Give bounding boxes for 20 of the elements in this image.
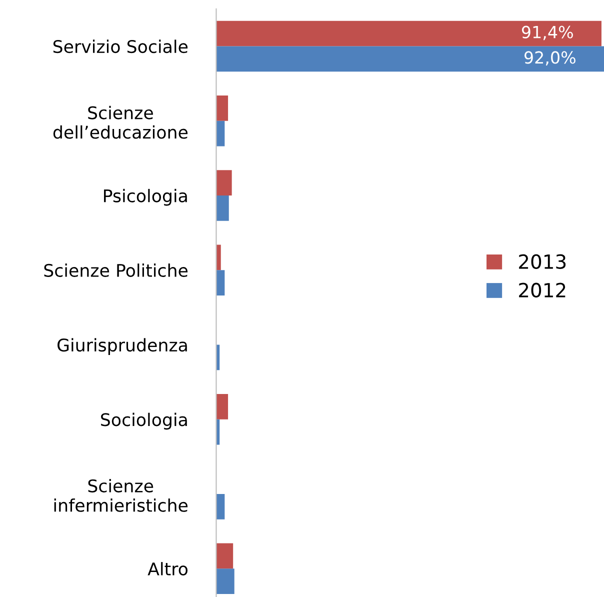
- y-tick-label: Scienze infermieristiche: [54, 479, 188, 512]
- bar: [216, 543, 234, 569]
- legend-label: 2013: [519, 254, 566, 269]
- bar: [216, 568, 234, 594]
- data-label: 91,4%: [522, 26, 573, 40]
- y-tick-label: Psicologia: [104, 188, 187, 206]
- bar: [216, 170, 232, 196]
- bar: [216, 196, 229, 221]
- y-tick-label: Servizio Sociale: [53, 40, 188, 54]
- bar: [216, 96, 228, 121]
- y-tick-label: Sociologia: [101, 412, 187, 430]
- bar: [216, 394, 228, 420]
- data-label: 92,0%: [524, 51, 576, 66]
- y-tick-label: Scienze Politiche: [44, 264, 188, 277]
- bar: [216, 46, 604, 72]
- y-tick-label: Scienze dell’educazione: [53, 106, 188, 139]
- y-tick-label: Giurisprudenza: [58, 338, 187, 355]
- legend-label: 2012: [519, 282, 566, 298]
- bar: [216, 20, 602, 46]
- y-tick-label: Altro: [148, 562, 188, 576]
